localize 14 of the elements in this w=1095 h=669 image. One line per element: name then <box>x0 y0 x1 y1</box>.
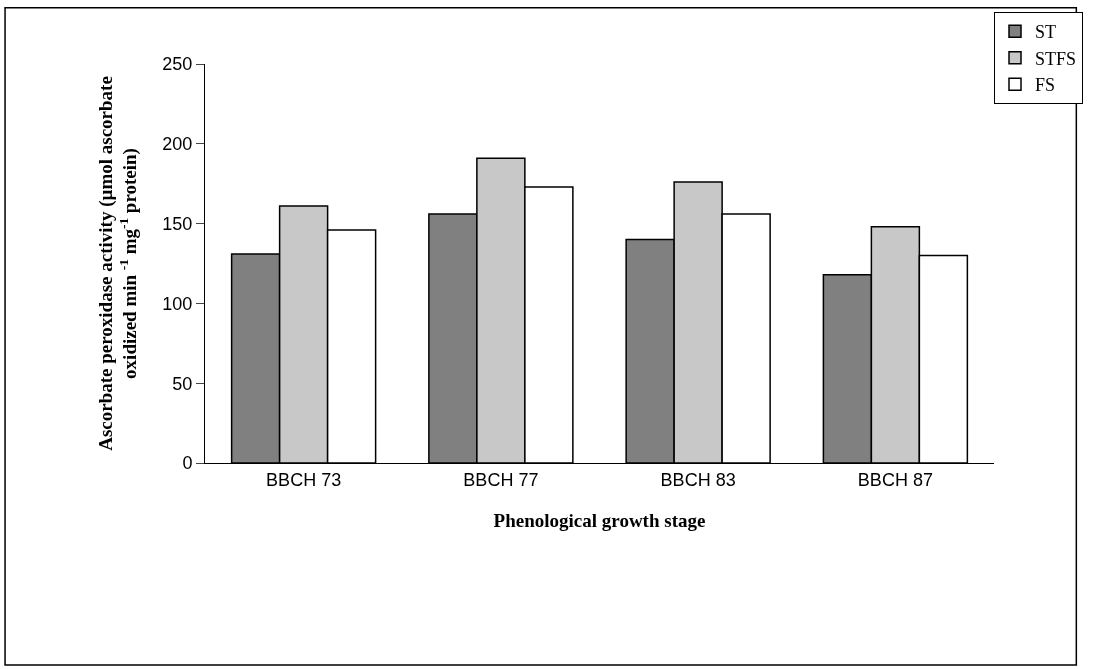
y-tick-label: 250 <box>162 54 193 75</box>
legend-label: FS <box>1035 75 1056 96</box>
y-tick-label: 0 <box>182 453 193 474</box>
y-tick-label: 200 <box>162 134 193 155</box>
y-tick-label: 50 <box>172 373 193 394</box>
x-axis-title: Phenological growth stage <box>493 510 706 532</box>
x-tick-label: BBCH 83 <box>660 469 736 490</box>
x-tick-label: BBCH 77 <box>463 469 539 490</box>
x-tick-label: BBCH 73 <box>266 469 342 490</box>
x-tick-label: BBCH 87 <box>857 469 933 490</box>
legend-label: ST <box>1035 22 1057 43</box>
y-tick-label: 150 <box>162 213 193 234</box>
y-tick-label: 100 <box>162 293 193 314</box>
legend-label: STFS <box>1035 48 1077 69</box>
